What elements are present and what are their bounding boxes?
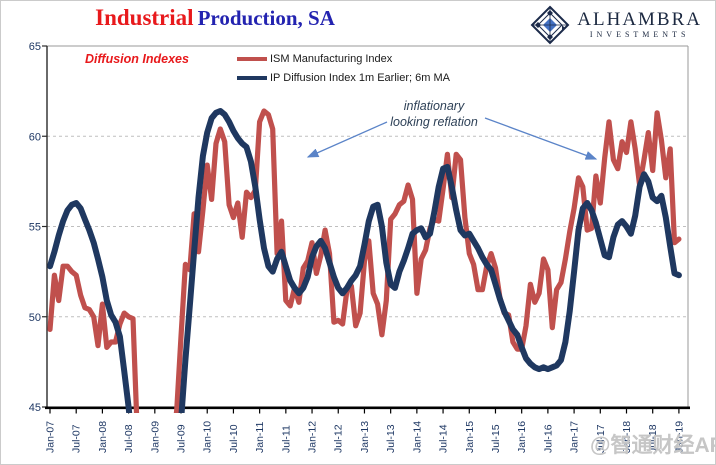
ip-line-swatch <box>237 75 267 80</box>
annotation-line2: looking reflation <box>390 115 478 129</box>
x-axis-label: Jul-07 <box>71 424 83 453</box>
legend-item-ism: ISM Manufacturing Index <box>237 49 450 68</box>
x-axis-label: Jul-17 <box>595 424 607 453</box>
annotation-line1: inflationary <box>403 99 465 113</box>
x-axis-label: Jan-10 <box>202 421 214 453</box>
logo-text: ALHAMBRA INVESTMENTS <box>577 10 702 40</box>
x-axis-label: Jan-08 <box>97 421 109 453</box>
logo-subname: INVESTMENTS <box>589 30 690 39</box>
x-axis-label: Jan-16 <box>516 421 528 453</box>
ip-diffusion-line <box>47 108 682 413</box>
x-axis-label: Jul-16 <box>542 424 554 453</box>
x-axis-labels: Jan-07 Jul-07 Jan-08 Jul-08 Jan-09 Jul-09 Jan-… <box>45 421 686 453</box>
annotation-text: inflationary looking reflation <box>353 98 515 130</box>
y-axis-labels: 45 50 55 60 65 <box>29 41 41 414</box>
ism-line-swatch <box>237 56 267 61</box>
x-axis-label: Jan-11 <box>254 422 266 453</box>
x-axis-label: Jul-08 <box>123 424 135 453</box>
legend: ISM Manufacturing Index IP Diffusion Ind… <box>237 49 450 87</box>
x-axis-label: Jan-07 <box>45 421 57 453</box>
x-axis-label: Jul-13 <box>385 424 397 453</box>
chart-title-emphasis: Industrial <box>95 5 194 30</box>
legend-label-ism: ISM Manufacturing Index <box>270 52 393 65</box>
x-axis-label: Jan-15 <box>464 421 476 453</box>
chart-subtitle: Diffusion Indexes <box>85 52 189 66</box>
alhambra-diamond-icon <box>530 5 570 45</box>
x-axis-label: Jan-13 <box>359 421 371 453</box>
legend-label-ip: IP Diffusion Index 1m Earlier; 6m MA <box>270 71 450 84</box>
y-axis-label: 45 <box>29 402 41 414</box>
logo-name: ALHAMBRA <box>577 9 702 30</box>
x-axis-label: Jul-18 <box>647 424 659 453</box>
x-axis-label: Jul-11 <box>280 425 292 453</box>
x-axis-label: Jul-14 <box>438 424 450 453</box>
y-axis-label: 55 <box>29 222 41 234</box>
x-axis-label: Jan-14 <box>411 421 423 453</box>
x-axis-label: Jan-19 <box>673 421 685 453</box>
annotation-arrows <box>306 117 598 160</box>
y-axis-label: 50 <box>29 312 41 324</box>
axes <box>42 45 690 414</box>
x-axis-label: Jan-18 <box>621 421 633 453</box>
watermark: @智通财经APP <box>590 434 715 457</box>
legend-item-ip: IP Diffusion Index 1m Earlier; 6m MA <box>237 68 450 87</box>
x-axis-label: Jan-17 <box>569 421 581 453</box>
x-axis-label: Jul-15 <box>490 424 502 453</box>
x-axis-label: Jul-12 <box>333 424 345 453</box>
chart-title-rest: Production, SA <box>197 6 335 30</box>
chart-title: Industrial Production, SA <box>21 5 409 31</box>
alhambra-logo: ALHAMBRA INVESTMENTS <box>530 5 702 45</box>
x-axis-label: Jul-10 <box>228 424 240 453</box>
ism-line <box>47 108 682 413</box>
x-axis-label: Jan-09 <box>149 421 161 453</box>
y-axis-label: 65 <box>29 41 41 53</box>
x-axis-label: Jul-09 <box>176 424 188 453</box>
x-axis-label: Jan-12 <box>307 421 319 453</box>
y-axis-label: 60 <box>29 131 41 143</box>
